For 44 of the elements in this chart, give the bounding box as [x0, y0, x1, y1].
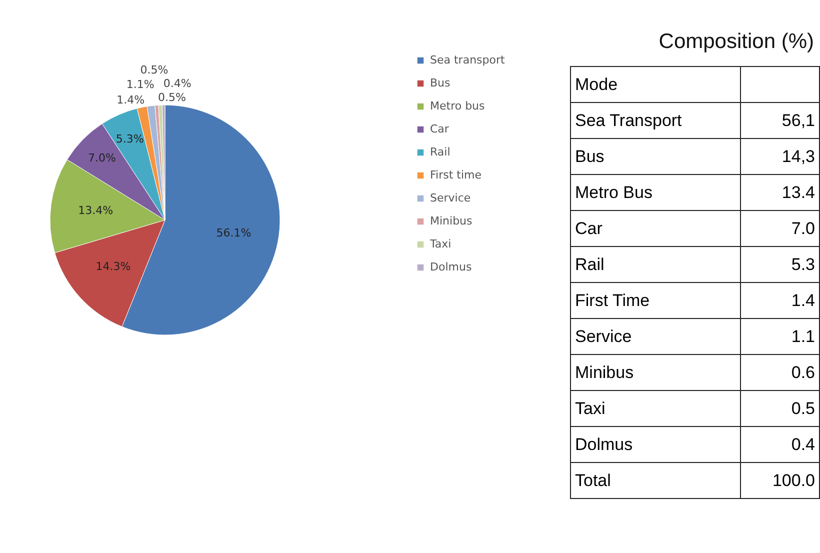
data-label: 1.4%	[116, 93, 145, 106]
data-label: 56.1%	[216, 226, 252, 240]
text: Mode	[570, 66, 740, 102]
text: First Time	[570, 282, 740, 318]
text: Total	[570, 462, 740, 498]
data-label: 14.3%	[96, 260, 131, 274]
data-label: 0.5%	[140, 63, 168, 76]
text: 1.4	[740, 282, 820, 318]
data-label: 5.3%	[116, 132, 144, 146]
data-label: 7.0%	[88, 152, 116, 165]
legend-label: Sea transport	[430, 54, 506, 66]
legend-label: Taxi	[429, 238, 452, 250]
text: 0.6	[740, 354, 820, 390]
legend-label: Rail	[430, 146, 450, 158]
legend-label: Dolmus	[430, 260, 472, 274]
text: 56,1	[740, 102, 820, 138]
legend-label: Car	[430, 122, 450, 136]
data-label: 0.5%	[158, 91, 186, 104]
text: Rail	[570, 246, 740, 282]
text: Sea Transport	[570, 102, 740, 138]
legend-label: Bus	[430, 76, 451, 90]
legend-label: First time	[430, 168, 482, 182]
text: 5.3	[740, 246, 820, 282]
text: Service	[570, 318, 740, 354]
text: 7.0	[740, 210, 820, 246]
data-label: 13.4%	[78, 204, 114, 217]
text: 13.4	[740, 174, 820, 210]
text: 100.0	[740, 462, 820, 498]
legend-label: Metro bus	[430, 100, 486, 112]
text: 14,3	[740, 138, 820, 174]
text: Composition (%)	[658, 30, 814, 54]
text: Minibus	[570, 354, 740, 390]
text: Dolmus	[570, 426, 740, 462]
data-label: 1.1%	[126, 78, 154, 92]
text: Bus	[570, 138, 740, 174]
text: Taxi	[570, 390, 740, 426]
text: 0.4	[740, 426, 820, 462]
text: 1.1	[740, 318, 820, 354]
text: 0.5	[740, 390, 820, 426]
text: Metro Bus	[570, 174, 740, 210]
data-label: 0.4%	[163, 77, 192, 90]
legend-label: Minibus	[430, 214, 473, 228]
legend-label: Service	[430, 192, 471, 204]
text: Car	[570, 210, 740, 246]
